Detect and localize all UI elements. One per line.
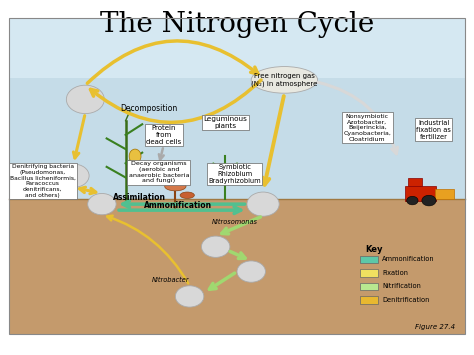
Circle shape	[88, 193, 116, 215]
Bar	[9, 18, 465, 199]
Text: Free nitrogen gas
(N₂) in atmosphere: Free nitrogen gas (N₂) in atmosphere	[251, 73, 318, 87]
Circle shape	[58, 164, 89, 187]
Text: Fixation: Fixation	[382, 270, 408, 275]
Circle shape	[175, 286, 204, 307]
Circle shape	[237, 261, 265, 282]
Circle shape	[407, 196, 418, 205]
Bar	[360, 283, 378, 290]
Circle shape	[247, 192, 279, 216]
Text: Denitrification: Denitrification	[382, 297, 429, 302]
Circle shape	[201, 236, 230, 257]
Ellipse shape	[180, 192, 194, 198]
Bar	[9, 18, 465, 78]
Bar	[360, 256, 378, 263]
Text: Denitrifying bacteria
(Pseudomonas,
Bacillus licheniformis,
Paracoccus
denitrifi: Denitrifying bacteria (Pseudomonas, Baci…	[10, 164, 75, 198]
Ellipse shape	[165, 182, 186, 191]
Text: Symbiotic
Rhizobium
Bradyrhizobium: Symbiotic Rhizobium Bradyrhizobium	[208, 164, 261, 184]
Ellipse shape	[251, 67, 318, 93]
Text: Protein
from
dead cells: Protein from dead cells	[146, 125, 181, 145]
Bar	[360, 296, 378, 304]
Text: Industrial
fixation as
fertilizer: Industrial fixation as fertilizer	[416, 120, 451, 140]
Text: Ammonification: Ammonification	[144, 201, 212, 210]
Text: Nitrification: Nitrification	[382, 283, 421, 289]
Text: Key: Key	[365, 245, 383, 254]
Bar	[435, 189, 454, 199]
Text: Leguminous
plants: Leguminous plants	[203, 116, 247, 129]
Text: Decay organisms
(aerobic and
anaerobic bacteria
and fungi): Decay organisms (aerobic and anaerobic b…	[128, 161, 189, 184]
Text: Ammonification: Ammonification	[382, 256, 435, 262]
Text: The Nitrogen Cycle: The Nitrogen Cycle	[100, 11, 374, 38]
Circle shape	[66, 85, 104, 114]
Text: Decomposition: Decomposition	[121, 104, 178, 113]
Text: Figure 27.4: Figure 27.4	[415, 324, 455, 330]
Text: Assimilation: Assimilation	[113, 193, 166, 202]
Text: Nitrobacter: Nitrobacter	[152, 278, 190, 283]
Text: Nitrosomonas: Nitrosomonas	[211, 219, 258, 225]
Ellipse shape	[129, 149, 141, 163]
Circle shape	[422, 195, 436, 206]
Bar	[360, 269, 378, 277]
Text: Nonsymbiotic
Azotobacter,
Beijerinckia,
Cyanobacteria,
Cloatridium: Nonsymbiotic Azotobacter, Beijerinckia, …	[343, 114, 392, 142]
Bar	[405, 186, 436, 201]
Bar	[9, 18, 465, 334]
Bar	[9, 199, 465, 334]
Bar	[408, 178, 422, 186]
